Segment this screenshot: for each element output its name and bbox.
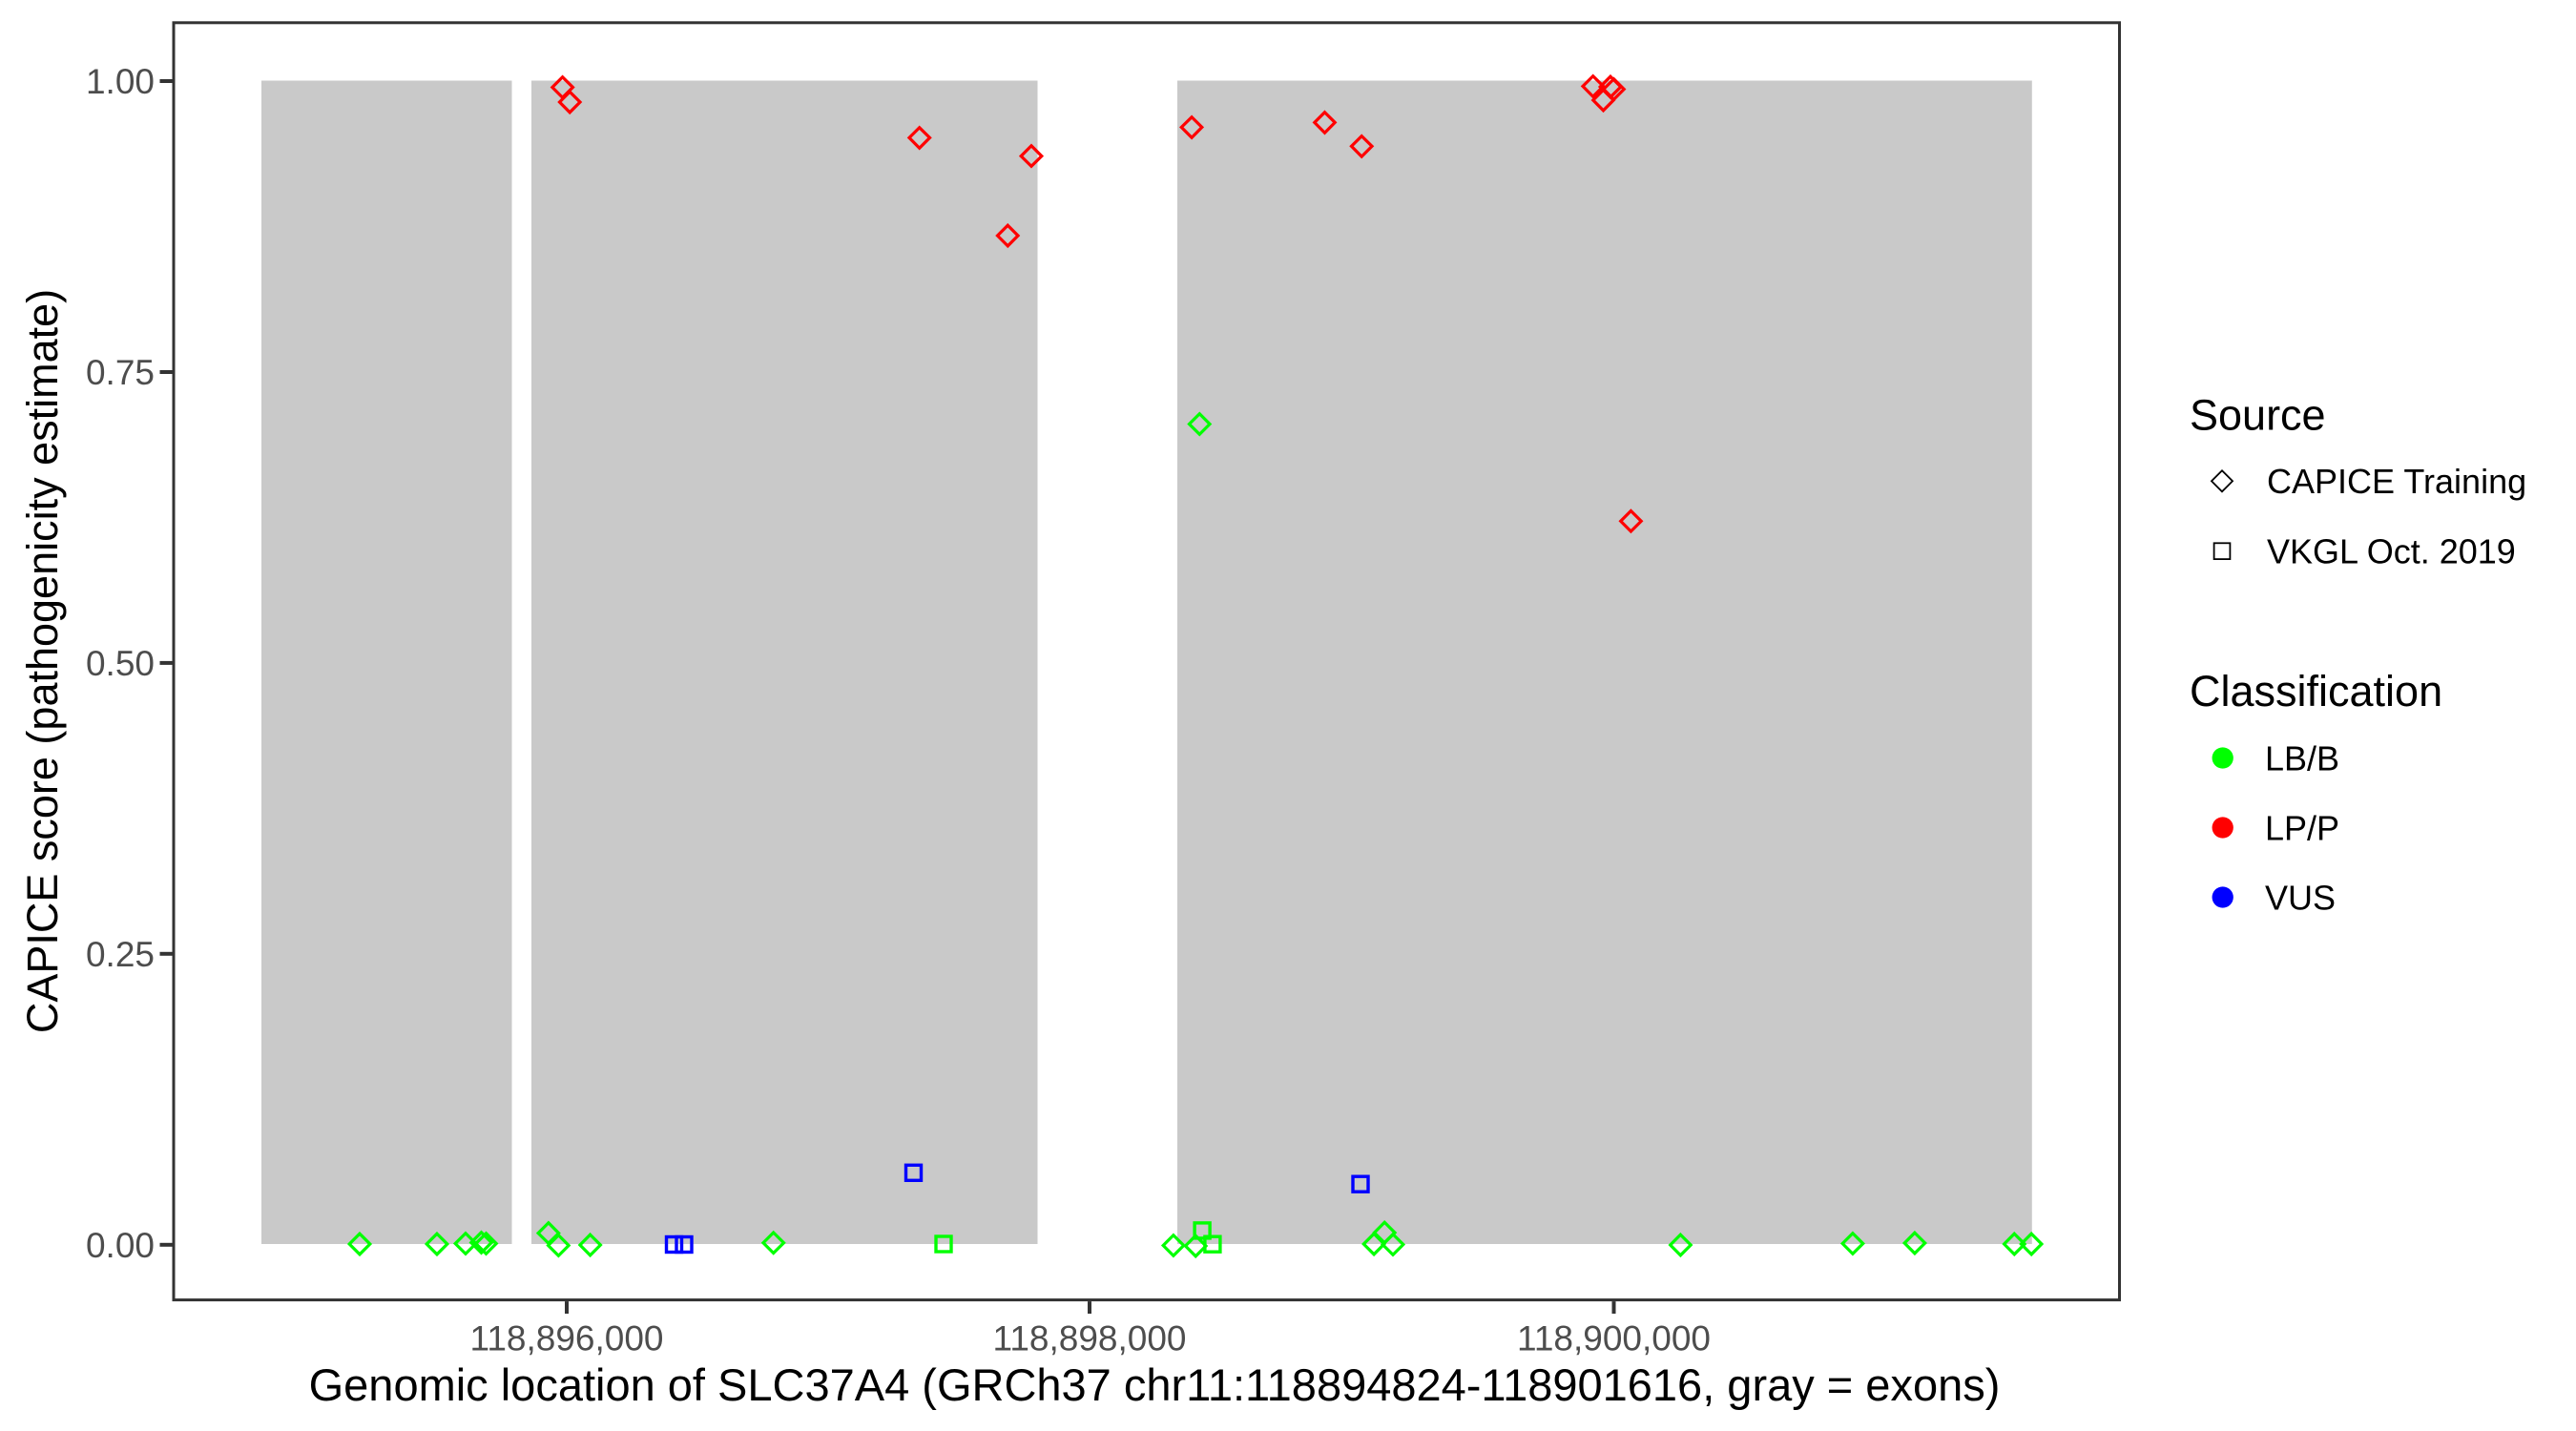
- svg-text:0.75: 0.75: [86, 353, 155, 392]
- svg-text:0.50: 0.50: [86, 644, 155, 683]
- svg-text:0.25: 0.25: [86, 935, 155, 974]
- svg-text:CAPICE score (pathogenicity es: CAPICE score (pathogenicity estimate): [18, 289, 67, 1033]
- svg-text:Genomic location of SLC37A4 (G: Genomic location of SLC37A4 (GRCh37 chr1…: [309, 1359, 2001, 1410]
- svg-text:LB/B: LB/B: [2265, 738, 2339, 778]
- svg-text:Classification: Classification: [2190, 667, 2442, 716]
- svg-text:118,896,000: 118,896,000: [469, 1319, 663, 1358]
- svg-text:118,898,000: 118,898,000: [992, 1319, 1186, 1358]
- svg-text:118,900,000: 118,900,000: [1517, 1319, 1711, 1358]
- svg-text:VUS: VUS: [2265, 878, 2336, 917]
- svg-text:1.00: 1.00: [86, 62, 155, 101]
- svg-text:LP/P: LP/P: [2265, 808, 2339, 847]
- svg-text:CAPICE Training: CAPICE Training: [2267, 462, 2526, 501]
- svg-text:Source: Source: [2190, 391, 2326, 440]
- svg-text:VKGL Oct. 2019: VKGL Oct. 2019: [2267, 532, 2516, 571]
- svg-text:0.00: 0.00: [86, 1226, 155, 1265]
